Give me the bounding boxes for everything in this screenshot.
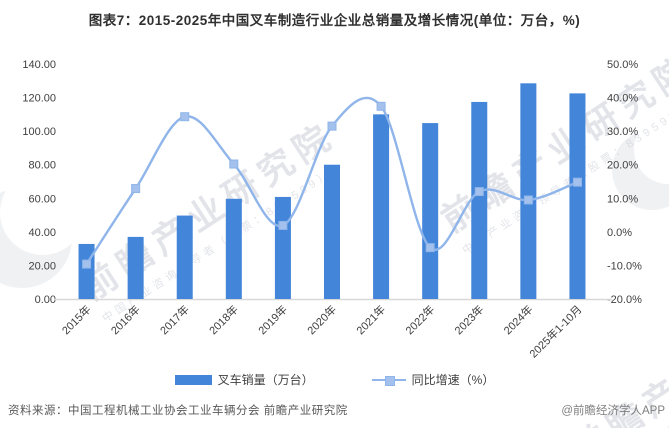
- right-axis-tick-label: -20.0%: [607, 294, 642, 306]
- x-axis-label: 2017年: [157, 302, 192, 337]
- x-axis-label: 2025年1-10月: [526, 302, 584, 360]
- line-marker-2024年: [523, 195, 533, 205]
- left-axis-tick-label: 0.00: [35, 294, 56, 306]
- credit-note: @前瞻经济学人APP: [561, 405, 665, 417]
- x-axis-label: 2018年: [206, 302, 241, 337]
- bar-2024年: [520, 83, 537, 299]
- right-axis-tick-label: 20.0%: [607, 160, 638, 172]
- legend-item-line-series: 同比增速（%）: [371, 371, 495, 388]
- left-axis-tick-label: 60.00: [28, 193, 56, 205]
- line-marker-2025年1-10月: [572, 177, 582, 187]
- x-axis-label: 2016年: [108, 302, 143, 337]
- legend-label: 同比增速（%）: [411, 373, 495, 387]
- bar-2015年: [78, 243, 95, 299]
- x-axis-label: 2024年: [500, 302, 535, 337]
- right-axis-tick-label: 50.0%: [607, 59, 638, 71]
- left-axis-tick-label: 120.00: [22, 93, 56, 105]
- x-axis-label: 2022年: [402, 302, 437, 337]
- line-marker-2016年: [131, 184, 141, 194]
- line-marker-2023年: [474, 187, 484, 197]
- bar-2021年: [373, 114, 390, 299]
- line-marker-2020年: [327, 121, 337, 131]
- x-axis-label: 2019年: [255, 302, 290, 337]
- line-marker-2017年: [180, 112, 190, 122]
- right-axis-tick-label: 30.0%: [607, 126, 638, 138]
- right-axis-tick-label: 40.0%: [607, 93, 638, 105]
- line-marker-2021年: [376, 101, 386, 111]
- left-axis-tick-label: 20.00: [28, 260, 56, 272]
- chart-title: 图表7：2015-2025年中国叉车制造行业企业总销量及增长情况(单位：万台，%…: [88, 13, 581, 28]
- line-marker-2015年: [82, 259, 92, 269]
- x-axis-label: 2023年: [451, 302, 486, 337]
- legend-label: 叉车销量（万台）: [217, 373, 314, 387]
- bar-2023年: [471, 101, 488, 299]
- legend-item-bar-series: 叉车销量（万台）: [174, 371, 314, 388]
- left-axis-tick-label: 100.00: [22, 126, 56, 138]
- x-axis-label: 2015年: [59, 302, 94, 337]
- line-marker-2018年: [229, 159, 239, 169]
- left-axis-tick-label: 140.00: [22, 59, 56, 71]
- source-note: 资料来源：中国工程机械工业协会工业车辆分会 前瞻产业研究院: [8, 405, 348, 417]
- bar-2020年: [324, 164, 340, 299]
- bar-2018年: [225, 198, 242, 299]
- left-axis-tick-label: 80.00: [28, 160, 56, 172]
- bar-2016年: [127, 236, 144, 299]
- left-axis-tick-label: 40.00: [28, 227, 56, 239]
- bar-2017年: [176, 215, 193, 299]
- right-axis-tick-label: 0.0%: [607, 227, 632, 239]
- bar-2025年1-10月: [569, 93, 586, 299]
- right-axis-tick-label: 10.0%: [607, 193, 638, 205]
- x-axis-label: 2020年: [304, 302, 339, 337]
- line-series-swatch-icon: [371, 375, 406, 386]
- bar-series-swatch-icon: [174, 374, 212, 385]
- legend: 叉车销量（万台） 同比增速（%）: [0, 371, 669, 388]
- x-axis-label: 2021年: [353, 302, 388, 337]
- bar-2019年: [274, 196, 291, 299]
- bar-2022年: [422, 123, 439, 299]
- right-axis-tick-label: -10.0%: [607, 260, 642, 272]
- line-marker-2022年: [425, 243, 435, 253]
- line-marker-2019年: [278, 220, 288, 230]
